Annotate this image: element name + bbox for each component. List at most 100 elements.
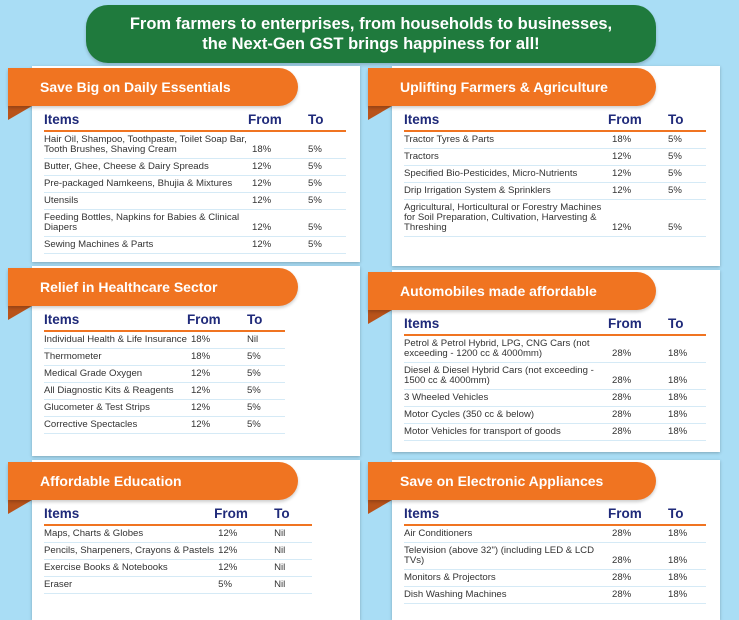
- rate-to: 18%: [668, 389, 706, 407]
- table-row: All Diagnostic Kits & Reagents 12% 5%: [44, 382, 285, 400]
- item-name: Television (above 32") (including LED & …: [404, 542, 608, 570]
- ribbon-fold: [368, 106, 392, 120]
- item-name: Petrol & Petrol Hybrid, LPG, CNG Cars (n…: [404, 335, 608, 363]
- rate-table: Items From To Tractor Tyres & Parts 18% …: [404, 110, 706, 237]
- rate-to: Nil: [274, 542, 313, 560]
- item-name: Air Conditioners: [404, 525, 608, 543]
- header-items: Items: [404, 110, 608, 132]
- header-to: To: [668, 110, 706, 132]
- table-row: Eraser 5% Nil: [44, 576, 313, 594]
- rate-from: 12%: [186, 382, 247, 400]
- card-save-on-electronic-appliances: Save on Electronic Appliances Items From…: [368, 460, 722, 620]
- table-row: Diesel & Diesel Hybrid Cars (not exceedi…: [404, 362, 706, 390]
- header-to: To: [308, 110, 346, 132]
- header-from: From: [186, 310, 247, 332]
- table-row: Corrective Spectacles 12% 5%: [44, 416, 285, 434]
- rate-from: 28%: [608, 569, 668, 587]
- item-name: Feeding Bottles, Napkins for Babies & Cl…: [44, 209, 248, 237]
- item-name: 3 Wheeled Vehicles: [404, 389, 608, 407]
- table-row: Specified Bio-Pesticides, Micro-Nutrient…: [404, 165, 706, 183]
- item-name: Dish Washing Machines: [404, 586, 608, 604]
- rate-to: Nil: [274, 525, 313, 543]
- rate-to: 5%: [668, 199, 706, 237]
- table-row: Television (above 32") (including LED & …: [404, 542, 706, 570]
- item-name: Butter, Ghee, Cheese & Dairy Spreads: [44, 158, 248, 176]
- header-items: Items: [44, 310, 187, 332]
- card-title: Relief in Healthcare Sector: [8, 268, 298, 306]
- table-row: Petrol & Petrol Hybrid, LPG, CNG Cars (n…: [404, 335, 706, 363]
- item-name: Pre-packaged Namkeens, Bhujia & Mixtures: [44, 175, 248, 193]
- header-to: To: [246, 310, 285, 332]
- item-name: Agricultural, Horticultural or Forestry …: [404, 199, 608, 237]
- item-name: Corrective Spectacles: [44, 416, 187, 434]
- rate-from: 28%: [608, 542, 668, 570]
- ribbon-fold: [8, 500, 32, 514]
- rate-to: 5%: [308, 131, 346, 159]
- rate-from: 5%: [214, 576, 275, 594]
- item-name: Thermometer: [44, 348, 187, 366]
- item-name: Tractors: [404, 148, 608, 166]
- rate-to: 5%: [246, 399, 285, 417]
- card-title: Automobiles made affordable: [368, 272, 656, 310]
- table-row: Thermometer 18% 5%: [44, 348, 285, 366]
- rate-to: 18%: [668, 362, 706, 390]
- item-name: Diesel & Diesel Hybrid Cars (not exceedi…: [404, 362, 608, 390]
- header-from: From: [608, 110, 668, 132]
- rate-from: 12%: [248, 209, 308, 237]
- item-name: Tractor Tyres & Parts: [404, 131, 608, 149]
- table-row: Air Conditioners 28% 18%: [404, 525, 706, 543]
- rate-from: 28%: [608, 362, 668, 390]
- table-row: Utensils 12% 5%: [44, 192, 346, 210]
- rate-to: 18%: [668, 525, 706, 543]
- table-row: 3 Wheeled Vehicles 28% 18%: [404, 389, 706, 407]
- rate-from: 12%: [608, 148, 668, 166]
- rate-from: 12%: [248, 192, 308, 210]
- item-name: Eraser: [44, 576, 215, 594]
- table-row: Hair Oil, Shampoo, Toothpaste, Toilet So…: [44, 131, 346, 159]
- rate-from: 28%: [608, 586, 668, 604]
- rate-to: 18%: [668, 406, 706, 424]
- card-relief-in-healthcare-sector: Relief in Healthcare Sector Items From T…: [8, 266, 362, 456]
- item-name: Motor Vehicles for transport of goods: [404, 423, 608, 441]
- card-title: Uplifting Farmers & Agriculture: [368, 68, 656, 106]
- table-row: Monitors & Projectors 28% 18%: [404, 569, 706, 587]
- headline-banner: From farmers to enterprises, from househ…: [86, 5, 656, 63]
- rate-to: 18%: [668, 423, 706, 441]
- card-title: Save Big on Daily Essentials: [8, 68, 298, 106]
- rate-from: 18%: [186, 348, 247, 366]
- rate-from: 12%: [214, 559, 275, 577]
- rate-table: Items From To Hair Oil, Shampoo, Toothpa…: [44, 110, 346, 254]
- rate-to: 5%: [246, 382, 285, 400]
- item-name: Maps, Charts & Globes: [44, 525, 215, 543]
- rate-from: 28%: [608, 389, 668, 407]
- header-to: To: [668, 314, 706, 336]
- rate-from: 28%: [608, 423, 668, 441]
- table-row: Medical Grade Oxygen 12% 5%: [44, 365, 285, 383]
- item-name: Monitors & Projectors: [404, 569, 608, 587]
- table-row: Glucometer & Test Strips 12% 5%: [44, 399, 285, 417]
- table-row: Feeding Bottles, Napkins for Babies & Cl…: [44, 209, 346, 237]
- rate-from: 18%: [248, 131, 308, 159]
- card-title: Affordable Education: [8, 462, 298, 500]
- table-row: Drip Irrigation System & Sprinklers 12% …: [404, 182, 706, 200]
- rate-from: 12%: [608, 182, 668, 200]
- rate-to: 5%: [308, 192, 346, 210]
- item-name: Motor Cycles (350 cc & below): [404, 406, 608, 424]
- item-name: Utensils: [44, 192, 248, 210]
- card-save-big-on-daily-essentials: Save Big on Daily Essentials Items From …: [8, 66, 362, 262]
- rate-table: Items From To Maps, Charts & Globes 12% …: [44, 504, 313, 594]
- rate-from: 28%: [608, 525, 668, 543]
- header-items: Items: [404, 314, 608, 336]
- header-from: From: [608, 314, 668, 336]
- rate-to: 5%: [308, 158, 346, 176]
- rate-from: 28%: [608, 406, 668, 424]
- rate-to: 5%: [246, 348, 285, 366]
- header-items: Items: [44, 110, 248, 132]
- card-uplifting-farmers-agriculture: Uplifting Farmers & Agriculture Items Fr…: [368, 66, 722, 266]
- table-row: Maps, Charts & Globes 12% Nil: [44, 525, 313, 543]
- table-row: Agricultural, Horticultural or Forestry …: [404, 199, 706, 237]
- ribbon-fold: [8, 306, 32, 320]
- rate-to: 18%: [668, 586, 706, 604]
- rate-to: 18%: [668, 335, 706, 363]
- rate-from: 18%: [608, 131, 668, 149]
